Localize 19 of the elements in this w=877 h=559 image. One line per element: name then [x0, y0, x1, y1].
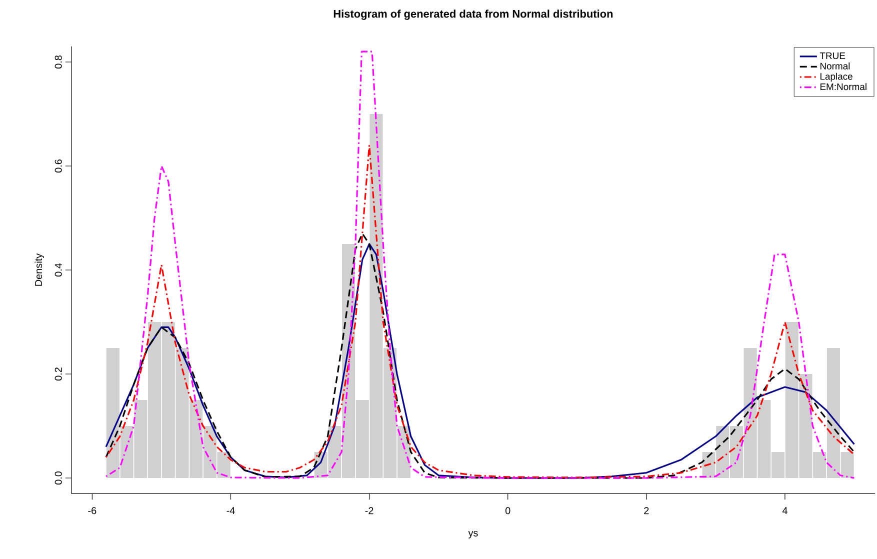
- x-axis-title: ys: [468, 531, 478, 538]
- chart-title: Histogram of generated data from Normal distribution: [334, 10, 613, 20]
- legend-label: TRUE: [820, 52, 846, 60]
- y-axis-title: Density: [34, 253, 44, 286]
- line-series: [105, 144, 856, 478]
- x-tick-label: -2: [365, 507, 374, 514]
- x-tick-label: 4: [782, 507, 788, 514]
- legend-label: Laplace: [820, 72, 852, 82]
- y-tick-label: 0.6: [54, 160, 62, 173]
- y-tick-label: 0.8: [54, 56, 62, 69]
- legend-label: EM:Normal: [820, 83, 866, 90]
- x-tick-label: 2: [644, 507, 649, 514]
- y-tick-label: 0.4: [54, 263, 62, 277]
- y-tick-label: 0.2: [54, 368, 62, 381]
- legend-label: Normal: [820, 62, 850, 70]
- x-tick-label: -6: [88, 507, 96, 514]
- y-tick-label: 0.0: [54, 471, 62, 485]
- x-tick-label: -4: [226, 507, 235, 514]
- x-tick-label: 0: [505, 507, 510, 514]
